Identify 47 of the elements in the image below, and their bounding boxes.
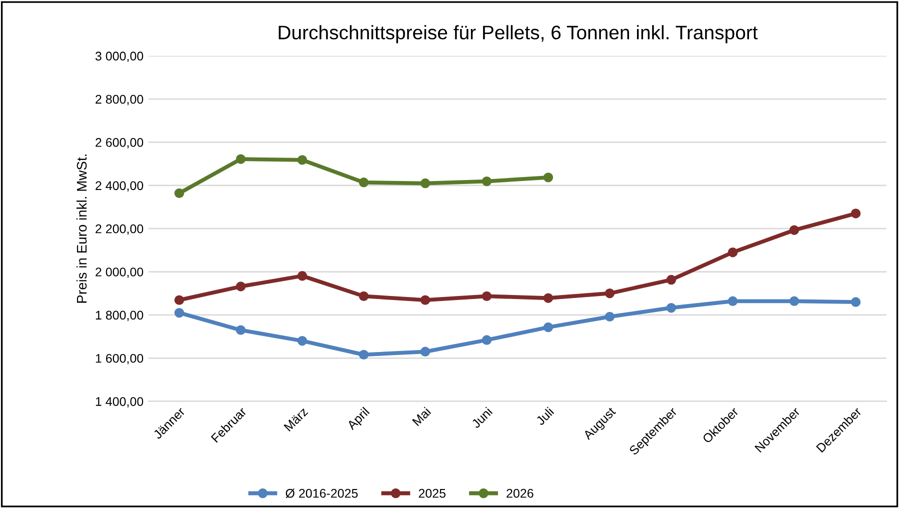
point — [850, 297, 861, 307]
point — [482, 291, 492, 302]
y-tick-label: 1 800,00 — [96, 310, 144, 322]
point — [789, 296, 800, 306]
point — [728, 247, 738, 258]
point — [297, 336, 308, 346]
y-tick-label: 2 800,00 — [96, 94, 144, 106]
point — [358, 350, 369, 360]
y-tick-label: 3 000,00 — [95, 52, 144, 62]
y-tick-label: 2 600,00 — [96, 138, 144, 148]
y-tick-label: 2 000,00 — [96, 268, 144, 278]
point — [789, 225, 800, 235]
point — [358, 291, 369, 302]
point — [420, 346, 430, 357]
point — [420, 295, 430, 305]
point — [358, 178, 369, 188]
point — [236, 325, 246, 335]
point — [174, 295, 184, 305]
y-tick-label: 2 400,00 — [96, 181, 144, 192]
point — [604, 288, 615, 298]
x-tick-label: Juli — [535, 406, 554, 426]
point — [543, 293, 554, 303]
point — [236, 282, 246, 292]
y-tick-label: 2 200,00 — [96, 224, 144, 235]
legend-label: Ø 2016-2025 — [286, 488, 358, 498]
point — [850, 208, 861, 218]
legend-label: 2025 — [418, 488, 446, 498]
y-tick-label: 1 600,00 — [96, 354, 144, 364]
point — [604, 312, 615, 322]
point — [666, 274, 676, 285]
point — [236, 154, 246, 164]
point — [420, 178, 430, 188]
x-tick-label: Mai — [412, 406, 432, 426]
point — [543, 322, 554, 332]
y-tick-label: 1 400,00 — [96, 397, 144, 408]
point — [482, 335, 492, 345]
point — [174, 188, 184, 198]
point — [543, 172, 554, 182]
legend-label: 2026 — [506, 488, 534, 498]
point — [728, 296, 738, 306]
point — [174, 308, 184, 318]
y-axis-title: Preis in Euro inkl. MwSt. — [76, 154, 87, 303]
chart-title: Durchschnittspreise für Pellets, 6 Tonnen inkl. Transport — [278, 25, 758, 44]
point — [297, 271, 308, 281]
point — [482, 176, 492, 186]
point — [297, 155, 308, 165]
point — [666, 302, 676, 313]
